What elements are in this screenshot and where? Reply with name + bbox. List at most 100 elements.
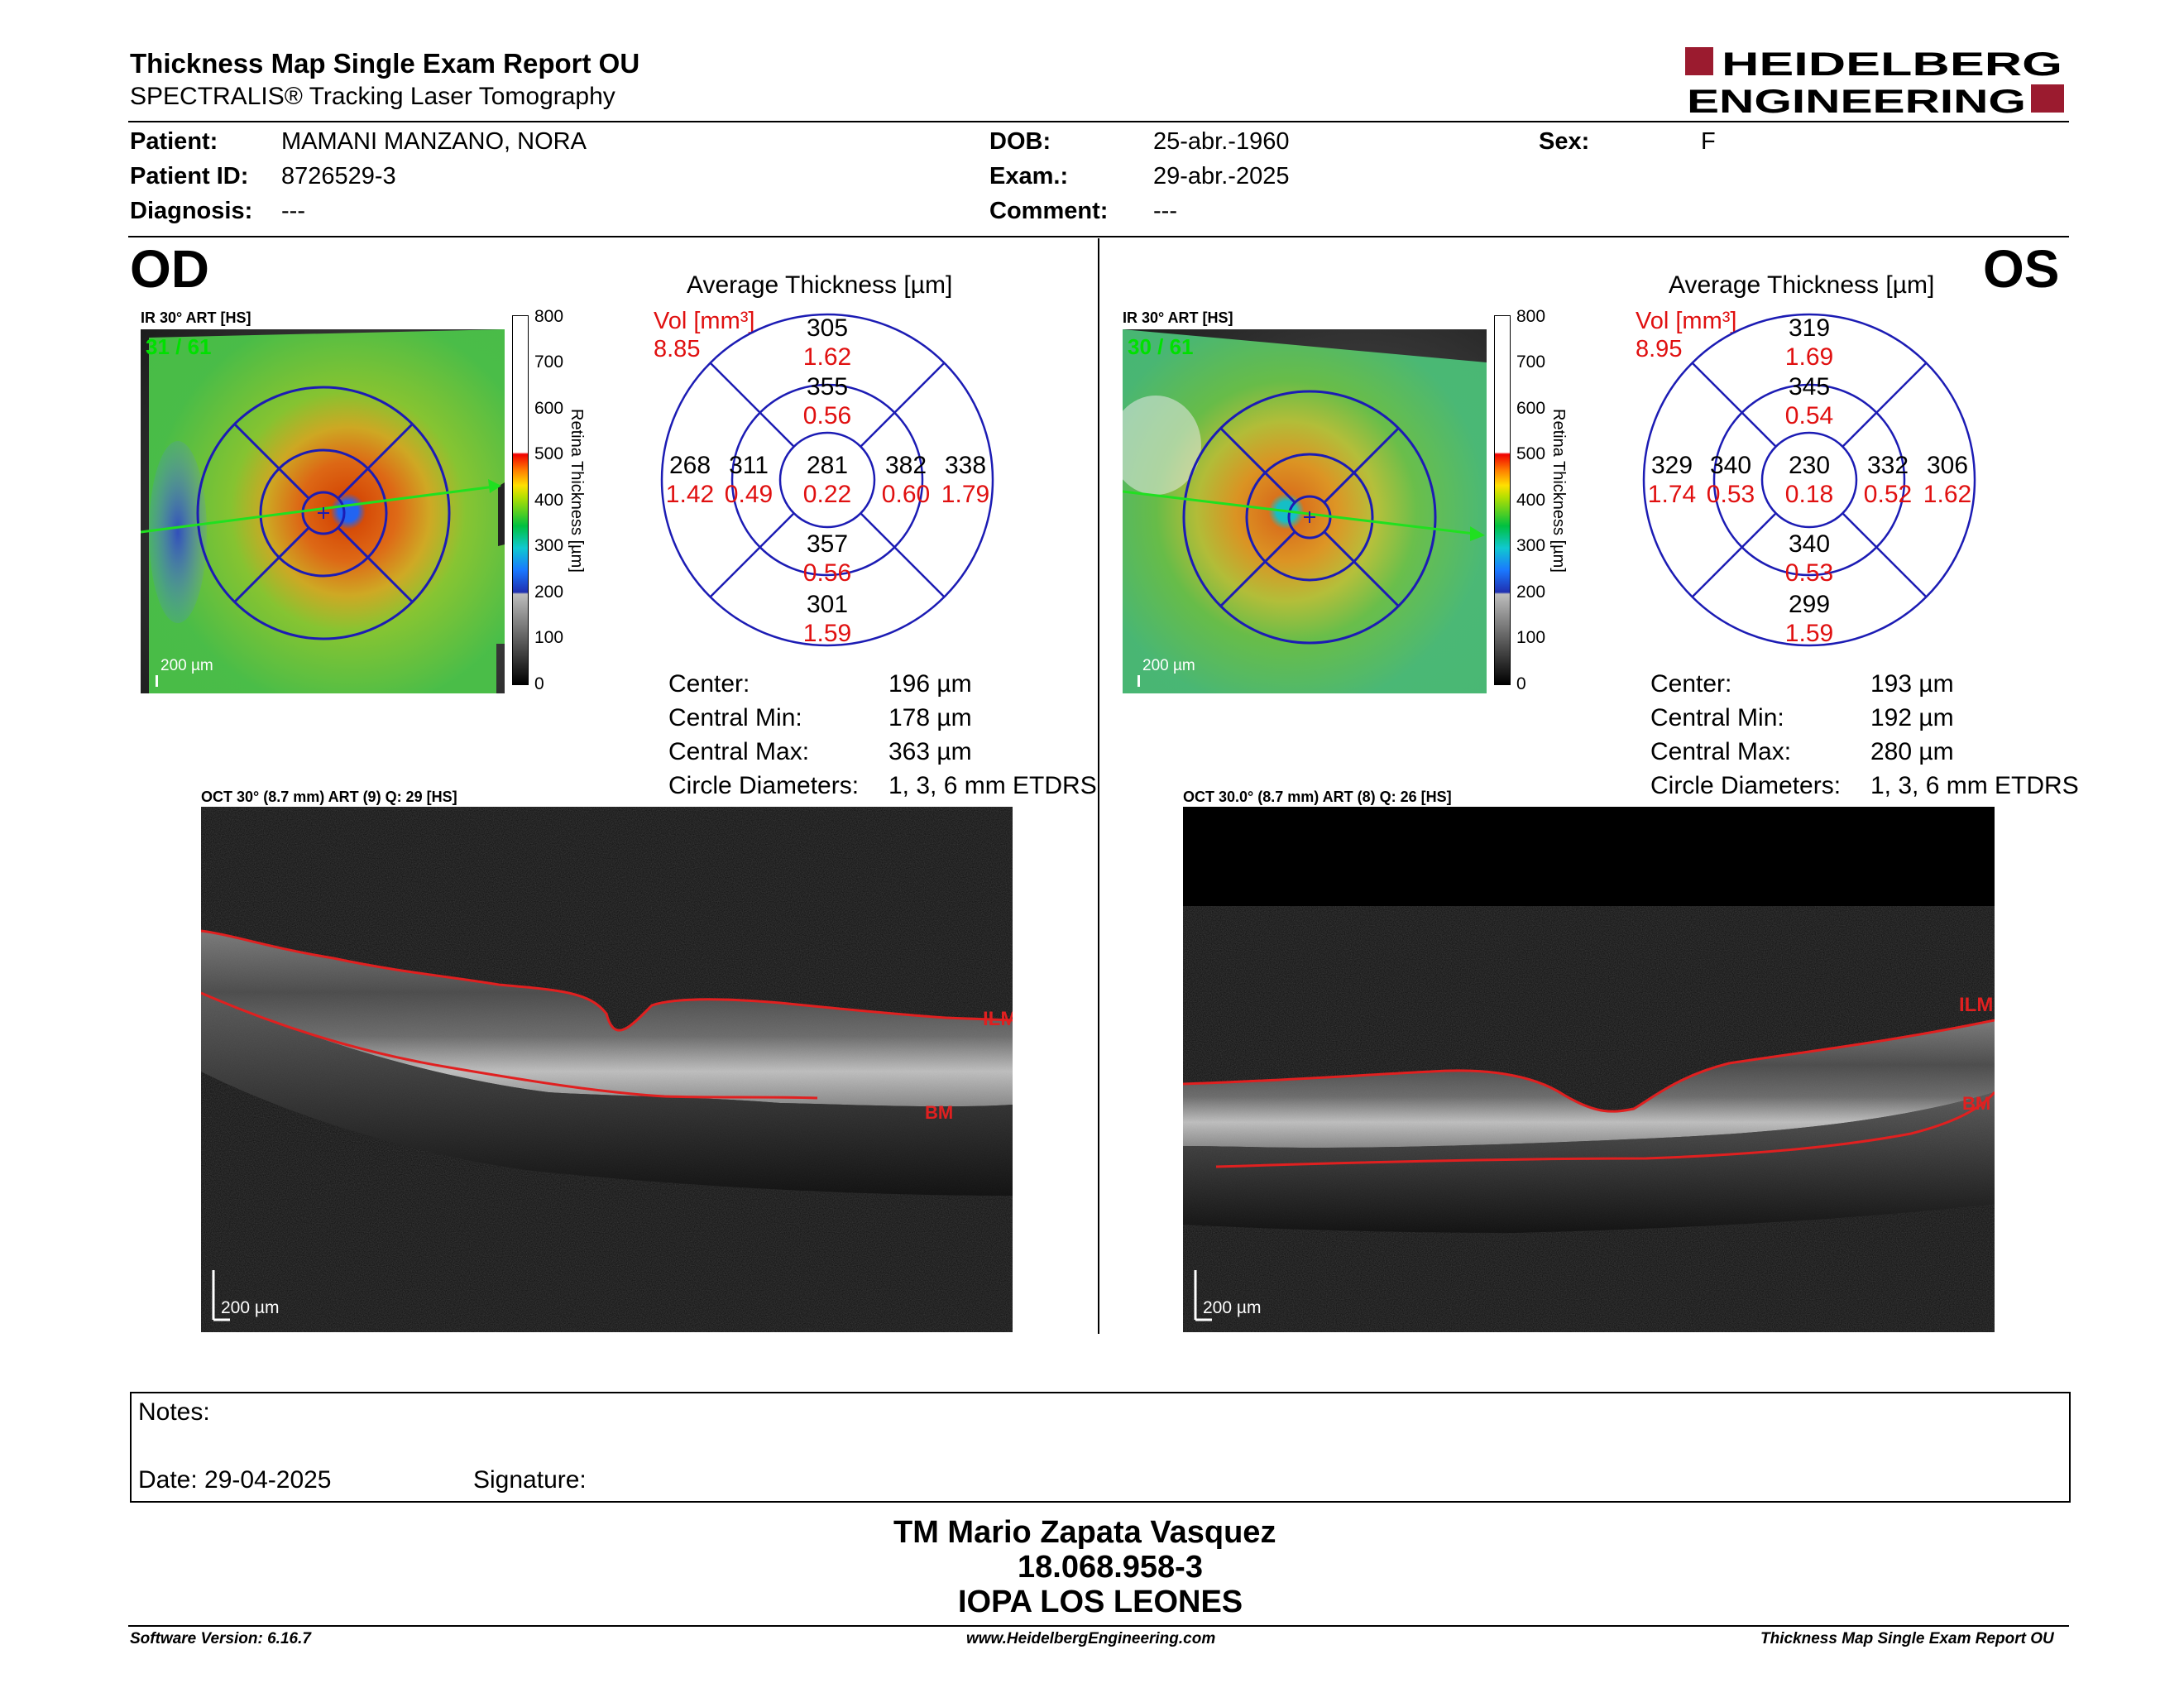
- os-outer-right-volume: 1.62: [1923, 481, 1971, 508]
- od-tick-300: 300: [534, 536, 564, 555]
- notes-label: Notes:: [138, 1398, 210, 1426]
- os-ir-image: 30 / 61 200 µm: [1123, 329, 1487, 693]
- os-center-label: Center:: [1650, 670, 1732, 698]
- os-oct-title: OCT 30.0° (8.7 mm) ART (8) Q: 26 [HS]: [1183, 789, 1452, 805]
- os-central-max-label: Central Max:: [1650, 738, 1792, 765]
- od-tick-700: 700: [534, 352, 564, 372]
- signer-name: TM Mario Zapata Vasquez: [893, 1515, 1276, 1550]
- notes-box[interactable]: Notes: Date: 29-04-2025 Signature:: [130, 1392, 2071, 1503]
- os-central-max-value: 280 µm: [1870, 738, 1954, 765]
- os-inner-left-thickness: 340: [1710, 452, 1751, 479]
- od-inner-inferior-volume: 0.56: [803, 559, 851, 587]
- os-outer-superior-thickness: 319: [1789, 314, 1830, 342]
- dob-label: DOB:: [989, 128, 1051, 155]
- od-eye-label: OD: [130, 239, 209, 299]
- os-inner-inferior-thickness: 340: [1789, 530, 1830, 558]
- logo-line2: ENGINEERING: [1687, 84, 2026, 116]
- od-inner-right-volume: 0.60: [882, 481, 930, 508]
- od-oct-title: OCT 30° (8.7 mm) ART (9) Q: 29 [HS]: [201, 789, 457, 805]
- os-outer-right-thickness: 306: [1927, 452, 1968, 479]
- os-center-thickness: 230: [1789, 452, 1830, 479]
- od-ir-title: IR 30° ART [HS]: [141, 309, 251, 326]
- exam-value: 29-abr.-2025: [1153, 163, 1290, 189]
- footer-software: Software Version: 6.16.7: [130, 1630, 311, 1647]
- od-tick-100: 100: [534, 628, 564, 647]
- os-tick-800: 800: [1516, 307, 1546, 326]
- od-colorbar-label: Retina Thickness [µm]: [568, 409, 586, 573]
- signer-clinic: IOPA LOS LEONES: [958, 1585, 1243, 1619]
- od-central-min-label: Central Min:: [668, 704, 802, 731]
- od-oct-scale: 200 µm: [221, 1298, 279, 1317]
- od-outer-right-thickness: 338: [945, 452, 986, 479]
- os-inner-right-thickness: 332: [1867, 452, 1909, 479]
- footer-website[interactable]: www.HeidelbergEngineering.com: [966, 1630, 1216, 1647]
- od-inner-inferior-thickness: 357: [807, 530, 848, 558]
- od-central-min-value: 178 µm: [888, 704, 972, 731]
- od-frame-counter: 31 / 61: [146, 334, 212, 359]
- os-outer-inferior-thickness: 299: [1789, 591, 1830, 618]
- diagnosis-label: Diagnosis:: [130, 198, 253, 224]
- comment-label: Comment:: [989, 198, 1109, 224]
- patient-name: MAMANI MANZANO, NORA: [281, 128, 587, 155]
- os-diameters-label: Circle Diameters:: [1650, 772, 1842, 799]
- os-avg-title: Average Thickness [µm]: [1669, 271, 1935, 299]
- od-outer-left-volume: 1.42: [666, 481, 714, 508]
- os-inner-superior-thickness: 345: [1789, 373, 1830, 400]
- od-inner-right-thickness: 382: [885, 452, 927, 479]
- od-outer-left-thickness: 268: [669, 452, 711, 479]
- os-tick-700: 700: [1516, 352, 1546, 372]
- patient-divider: [128, 236, 2069, 237]
- report-subtitle: SPECTRALIS® Tracking Laser Tomography: [130, 83, 615, 110]
- od-tick-0: 0: [534, 674, 544, 693]
- od-outer-superior-volume: 1.62: [803, 343, 851, 371]
- od-ilm-label: ILM: [983, 1008, 1013, 1030]
- os-tick-200: 200: [1516, 583, 1546, 602]
- os-etdrs-grid: 319 1.69 345 0.54 230 0.18 340 0.53 332 …: [1642, 313, 1976, 647]
- od-tick-800: 800: [534, 307, 564, 326]
- os-oct-scale: 200 µm: [1203, 1298, 1261, 1317]
- od-inner-left-volume: 0.49: [725, 481, 773, 508]
- od-center-thickness: 281: [807, 452, 848, 479]
- patient-id-label: Patient ID:: [130, 163, 249, 189]
- os-inner-right-volume: 0.52: [1864, 481, 1912, 508]
- os-outer-inferior-volume: 1.59: [1785, 620, 1833, 647]
- od-etdrs-overlay: [141, 386, 501, 640]
- od-ir-scale-bar: [156, 675, 158, 687]
- footer-report-name: Thickness Map Single Exam Report OU: [1760, 1630, 2054, 1647]
- od-diameters-label: Circle Diameters:: [668, 772, 860, 799]
- od-bm-label: BM: [925, 1102, 953, 1123]
- os-outer-superior-volume: 1.69: [1785, 343, 1833, 371]
- os-outer-left-thickness: 329: [1651, 452, 1693, 479]
- os-inner-inferior-volume: 0.53: [1785, 559, 1833, 587]
- sex-label: Sex:: [1539, 128, 1590, 155]
- patient-id-value: 8726529-3: [281, 163, 396, 189]
- od-vol-value: 8.85: [654, 336, 701, 362]
- header-divider: [128, 121, 2069, 122]
- os-tick-0: 0: [1516, 674, 1526, 693]
- od-central-max-value: 363 µm: [888, 738, 972, 765]
- os-central-min-value: 192 µm: [1870, 704, 1954, 731]
- od-inner-left-thickness: 311: [729, 452, 769, 479]
- eye-divider: [1098, 238, 1099, 1334]
- os-tick-100: 100: [1516, 628, 1546, 647]
- od-ir-image: 31 / 61 200 µm: [141, 329, 505, 693]
- heidelberg-logo: HEIDELBERG ENGINEERING: [1685, 45, 2067, 120]
- patient-label: Patient:: [130, 128, 218, 155]
- os-ir-title: IR 30° ART [HS]: [1123, 309, 1233, 326]
- os-vol-label: Vol [mm³]: [1636, 308, 1737, 334]
- os-center-volume: 0.18: [1785, 481, 1833, 508]
- os-inner-superior-volume: 0.54: [1785, 402, 1833, 429]
- od-avg-title: Average Thickness [µm]: [687, 271, 953, 299]
- dob-value: 25-abr.-1960: [1153, 128, 1290, 155]
- od-thickness-colorbar: [512, 315, 529, 685]
- od-inner-superior-volume: 0.56: [803, 402, 851, 429]
- od-vol-label: Vol [mm³]: [654, 308, 755, 334]
- logo-line1: HEIDELBERG: [1722, 46, 2062, 83]
- sex-value: F: [1701, 128, 1716, 155]
- footer-divider: [128, 1625, 2069, 1627]
- os-ilm-label: ILM: [1959, 994, 1993, 1016]
- od-outer-right-volume: 1.79: [941, 481, 989, 508]
- os-thickness-colorbar: [1494, 315, 1511, 685]
- od-tick-200: 200: [534, 583, 564, 602]
- os-diameters-value: 1, 3, 6 mm ETDRS: [1870, 772, 2079, 799]
